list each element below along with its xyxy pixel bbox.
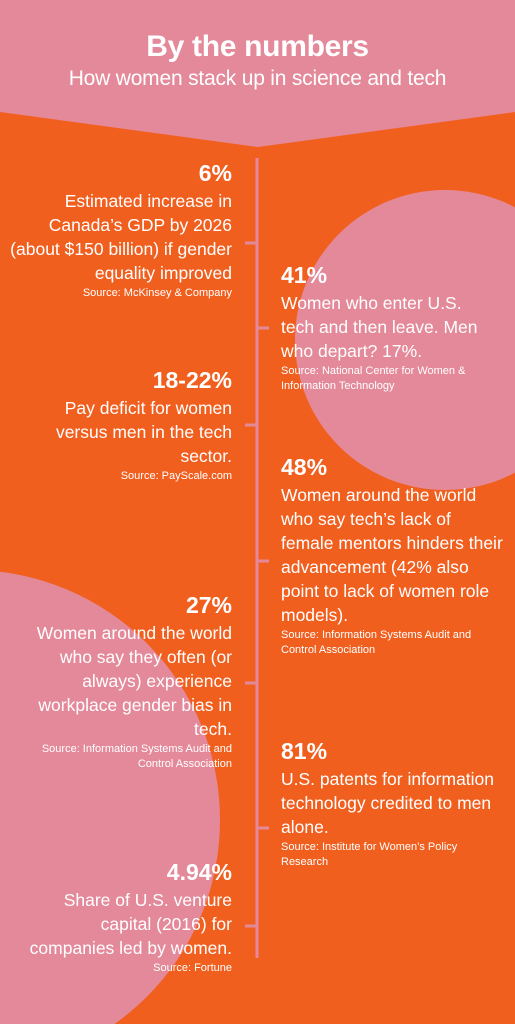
stat-number: 48% bbox=[281, 454, 328, 480]
stat-source: Source: Information Systems Audit and Co… bbox=[281, 629, 472, 656]
stat-source: Source: PayScale.com bbox=[120, 470, 232, 482]
page-title: By the numbers bbox=[146, 30, 369, 63]
stat-gdp-increase: 6% Estimated increase in Canada’s GDP by… bbox=[0, 160, 232, 301]
stat-number: 6% bbox=[198, 160, 232, 186]
stat-number: 18-22% bbox=[152, 367, 232, 393]
header-banner bbox=[0, 0, 515, 147]
left-decorative-circle bbox=[0, 571, 220, 1024]
stat-number: 4.94% bbox=[166, 859, 232, 885]
stat-description: Women around the world who say they ofte… bbox=[36, 623, 232, 739]
stat-gender-bias: 27% Women around the world who say they … bbox=[7, 592, 232, 772]
stat-source: Source: McKinsey & Company bbox=[82, 287, 232, 299]
stat-description: Women who enter U.S. tech and then leave… bbox=[281, 293, 478, 361]
stat-description: Pay deficit for women versus men in the … bbox=[55, 398, 232, 466]
page-subtitle: How women stack up in science and tech bbox=[68, 67, 447, 90]
stat-source: Source: Institute for Women’s Policy Res… bbox=[281, 841, 458, 868]
stat-source: Source: National Center for Women & Info… bbox=[281, 365, 466, 392]
stat-women-leave-tech: 41% Women who enter U.S. tech and then l… bbox=[281, 262, 496, 394]
stat-patents: 81% U.S. patents for information technol… bbox=[281, 738, 496, 870]
stat-source: Source: Information Systems Audit and Co… bbox=[41, 743, 232, 770]
stat-number: 27% bbox=[185, 592, 232, 618]
stat-venture-capital: 4.94% Share of U.S. venture capital (201… bbox=[22, 859, 232, 976]
stat-lack-of-mentors: 48% Women around the world who say tech’… bbox=[281, 454, 505, 658]
stat-number: 81% bbox=[281, 738, 328, 764]
stat-description: Share of U.S. venture capital (2016) for… bbox=[29, 890, 232, 958]
stat-description: Estimated increase in Canada’s GDP by 20… bbox=[10, 191, 232, 283]
stat-description: U.S. patents for information technology … bbox=[281, 769, 495, 837]
stat-number: 41% bbox=[281, 262, 328, 288]
stat-description: Women around the world who say tech’s la… bbox=[281, 485, 503, 625]
stat-source: Source: Fortune bbox=[153, 962, 232, 974]
right-decorative-circle bbox=[295, 190, 515, 490]
stat-pay-deficit: 18-22% Pay deficit for women versus men … bbox=[32, 367, 232, 484]
